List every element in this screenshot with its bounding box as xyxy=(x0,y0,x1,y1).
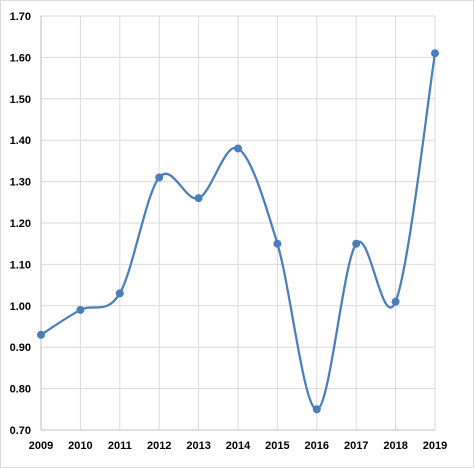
series-line xyxy=(40,53,437,411)
data-point xyxy=(155,173,164,182)
data-point xyxy=(391,297,400,306)
series xyxy=(37,49,439,414)
data-point xyxy=(273,239,282,248)
data-point xyxy=(37,330,45,339)
data-point xyxy=(431,49,439,58)
x-tick-label: 2009 xyxy=(29,440,53,452)
data-point xyxy=(234,144,242,153)
data-point xyxy=(76,305,85,314)
y-tick-label: 0.90 xyxy=(10,342,31,354)
x-tick-label: 2015 xyxy=(265,440,289,452)
x-tick-labels: 2009 2010 2011 2012 2013 2014 2015 2016 2017 2018… xyxy=(29,440,447,452)
y-tick-label: 1.60 xyxy=(10,52,31,64)
y-tick-labels: 0.70 0.80 0.90 1.00 1.10 1.20 1.30 1.40 1.50 1.60… xyxy=(10,11,31,437)
y-tick-label: 1.00 xyxy=(10,301,31,313)
data-point xyxy=(194,194,203,203)
x-tick-label: 2011 xyxy=(108,440,132,452)
x-tick-label: 2018 xyxy=(383,440,407,452)
x-tick-label: 2012 xyxy=(147,440,171,452)
x-tick-label: 2010 xyxy=(68,440,92,452)
y-tick-label: 0.70 xyxy=(10,425,31,437)
x-tick-label: 2013 xyxy=(186,440,210,452)
x-tick-label: 2016 xyxy=(305,440,329,452)
y-tick-label: 1.50 xyxy=(10,94,31,106)
data-point xyxy=(312,405,321,414)
y-tick-label: 1.70 xyxy=(10,11,31,23)
y-tick-label: 1.30 xyxy=(10,177,31,189)
gridlines xyxy=(41,15,436,430)
x-tick-label: 2019 xyxy=(423,440,447,452)
data-point xyxy=(115,289,124,298)
y-tick-label: 1.40 xyxy=(10,135,31,147)
y-tick-label: 1.10 xyxy=(10,259,31,271)
y-tick-label: 0.80 xyxy=(10,384,31,396)
data-point xyxy=(352,239,361,248)
x-tick-label: 2014 xyxy=(226,440,251,452)
x-tick-label: 2017 xyxy=(344,440,368,452)
axes xyxy=(40,16,435,431)
y-tick-label: 1.20 xyxy=(10,218,31,230)
